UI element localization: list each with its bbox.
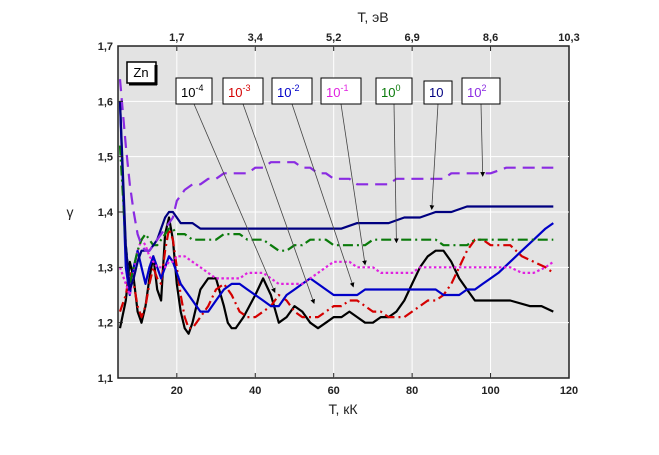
legend-leader-5 bbox=[429, 103, 439, 211]
legend-box-5 bbox=[423, 80, 453, 105]
series-line-4 bbox=[118, 145, 554, 285]
y-tick-label-2: 1,3 bbox=[98, 262, 113, 274]
legend-leader-0 bbox=[193, 103, 276, 293]
legend-label-6: 102 bbox=[467, 83, 486, 100]
top-tick-label-3: 6,9 bbox=[404, 32, 419, 44]
legend-leader-lines bbox=[193, 103, 486, 305]
series-line-1 bbox=[118, 227, 554, 330]
legend-label-2: 10-2 bbox=[277, 83, 299, 100]
panel-label-zn: Zn bbox=[126, 61, 158, 86]
legend-box-0 bbox=[175, 77, 213, 105]
legend-leader-2 bbox=[291, 103, 355, 288]
legend-item-5: 10 bbox=[423, 80, 453, 105]
y-tick-label-4: 1,5 bbox=[98, 152, 113, 164]
x-tick-label-0: 20 bbox=[171, 385, 183, 397]
legend-label-4: 100 bbox=[381, 83, 400, 100]
legend-leader-1 bbox=[242, 103, 316, 305]
y-tick-label-5: 1,6 bbox=[98, 96, 113, 108]
axis-ticks: 20 40 60 80 100 120 1,1 1,2 1,3 1,4 1,5 1,6 1,7 1,7 3,… bbox=[98, 32, 580, 397]
top-tick-label-4: 8,6 bbox=[483, 32, 498, 44]
svg-text:Zn: Zn bbox=[133, 65, 148, 80]
top-tick-label-1: 3,4 bbox=[248, 32, 264, 44]
series-line-3 bbox=[118, 238, 554, 297]
legend-box-1 bbox=[222, 77, 264, 105]
x-tick-label-4: 100 bbox=[481, 385, 499, 397]
legend-label-3: 10-1 bbox=[326, 83, 348, 100]
x-tick-label-3: 80 bbox=[406, 385, 418, 397]
legend-box-2 bbox=[271, 77, 313, 105]
legend-leader-3 bbox=[340, 103, 367, 266]
top-tick-label-2: 5,2 bbox=[326, 32, 341, 44]
top-tick-label-0: 1,7 bbox=[169, 32, 184, 44]
legend-label-5: 10 bbox=[429, 85, 443, 100]
y-tick-label-1: 1,2 bbox=[98, 318, 113, 330]
legend-label-1: 10-3 bbox=[228, 83, 250, 100]
x-tick-label-5: 120 bbox=[560, 385, 578, 397]
legend-leader-6 bbox=[480, 103, 486, 177]
legend-item-0: 10-4 bbox=[175, 77, 213, 105]
series-line-6 bbox=[118, 79, 554, 252]
legend: 10-4 10-3 10-2 10-1 100 10 102 bbox=[175, 77, 501, 105]
series-line-2 bbox=[118, 101, 554, 313]
y-tick-label-3: 1,4 bbox=[98, 207, 114, 219]
legend-item-1: 10-3 bbox=[222, 77, 264, 105]
legend-leader-4 bbox=[393, 103, 399, 244]
x-tick-label-1: 40 bbox=[249, 385, 261, 397]
y-tick-label-6: 1,7 bbox=[98, 41, 113, 53]
series-lines bbox=[118, 79, 554, 335]
top-axis-title: T, эВ bbox=[357, 9, 388, 25]
legend-item-3: 10-1 bbox=[320, 77, 362, 105]
y-axis-title: γ bbox=[67, 204, 74, 220]
y-tick-label-0: 1,1 bbox=[98, 373, 113, 385]
legend-item-6: 102 bbox=[461, 77, 501, 105]
series-line-0 bbox=[118, 216, 554, 335]
legend-item-2: 10-2 bbox=[271, 77, 313, 105]
legend-box-4 bbox=[375, 77, 413, 105]
legend-item-4: 100 bbox=[375, 77, 413, 105]
legend-label-0: 10-4 bbox=[181, 83, 203, 100]
x-tick-label-2: 60 bbox=[328, 385, 340, 397]
top-tick-label-5: 10,3 bbox=[558, 32, 579, 44]
legend-box-6 bbox=[461, 77, 501, 105]
legend-box-3 bbox=[320, 77, 362, 105]
x-axis-title: T, кК bbox=[328, 401, 358, 417]
